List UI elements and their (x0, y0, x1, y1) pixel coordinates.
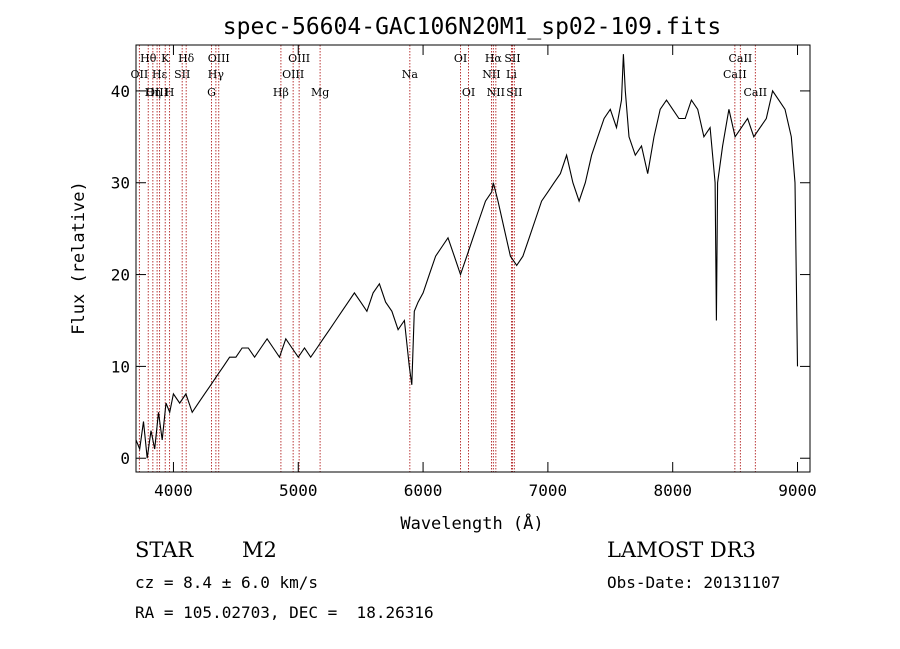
line-marker-label: Hθ (140, 52, 157, 65)
line-marker-label: Li (506, 68, 517, 81)
line-marker-label: Na (402, 68, 419, 81)
line-marker-label: Hη (145, 86, 161, 99)
x-tick-label: 4000 (154, 481, 193, 500)
line-marker-label: Hγ (208, 68, 225, 81)
redshift-cz: cz = 8.4 ± 6.0 km/s (135, 573, 319, 592)
spectrum-line (135, 54, 799, 459)
line-marker-label: OI (454, 52, 467, 65)
line-marker-label: Hε (152, 68, 168, 81)
ra-dec: RA = 105.02703, DEC = 18.26316 (135, 603, 434, 622)
x-tick-label: 8000 (653, 481, 692, 500)
line-marker-label: SII (504, 52, 520, 65)
plot-frame (135, 44, 811, 473)
line-marker-label: Mg (311, 86, 329, 99)
line-marker-label: OIII (288, 52, 310, 65)
x-tick-label: 9000 (778, 481, 817, 500)
line-marker-label: H (165, 86, 175, 99)
x-tick-label: 5000 (279, 481, 318, 500)
line-marker-label: OII (131, 68, 149, 81)
line-marker-label: SII (174, 68, 190, 81)
line-marker-label: OIII (282, 68, 304, 81)
obs-date: Obs-Date: 20131107 (607, 573, 781, 592)
y-tick-label: 10 (111, 357, 130, 376)
survey-name: LAMOST DR3 (607, 538, 756, 562)
x-tick-label: 6000 (404, 481, 443, 500)
line-marker-label: Hα (485, 52, 503, 65)
x-axis: 4000 5000 6000 7000 8000 9000 (154, 45, 817, 500)
y-tick-label: 0 (120, 449, 130, 468)
line-marker-label: NII (482, 68, 500, 81)
y-tick-label: 30 (111, 174, 130, 193)
line-marker-label: K (161, 52, 170, 65)
line-marker-label: Hδ (178, 52, 195, 65)
object-subclass: M2 (242, 538, 277, 562)
x-tick-label: 7000 (529, 481, 568, 500)
line-marker-label: OI (462, 86, 475, 99)
y-axis-label: Flux (relative) (69, 181, 89, 335)
line-marker-label: SII (506, 86, 522, 99)
y-axis: 0 10 20 30 40 (111, 82, 810, 468)
line-marker-label: CaII (723, 68, 747, 81)
line-marker-label: NII (487, 86, 505, 99)
y-tick-label: 20 (111, 266, 130, 285)
line-marker-label: OIII (208, 52, 230, 65)
line-marker-label: Hβ (273, 86, 289, 99)
line-marker-label: CaII (729, 52, 753, 65)
line-markers (138, 45, 756, 472)
line-marker-label: OIII (146, 86, 168, 99)
line-marker-labels: Hθ OII OIII Hε Hη K SII H Hδ OIII Hγ G Hβ OIII OIII Mg N… (131, 52, 768, 99)
y-tick-label: 40 (111, 82, 130, 101)
x-axis-label: Wavelength (Å) (400, 512, 543, 534)
chart-title: spec-56604-GAC106N20M1_sp02-109.fits (223, 14, 722, 40)
line-marker-label: CaII (743, 86, 767, 99)
line-marker-label: G (207, 86, 216, 99)
object-class: STAR (135, 538, 194, 562)
